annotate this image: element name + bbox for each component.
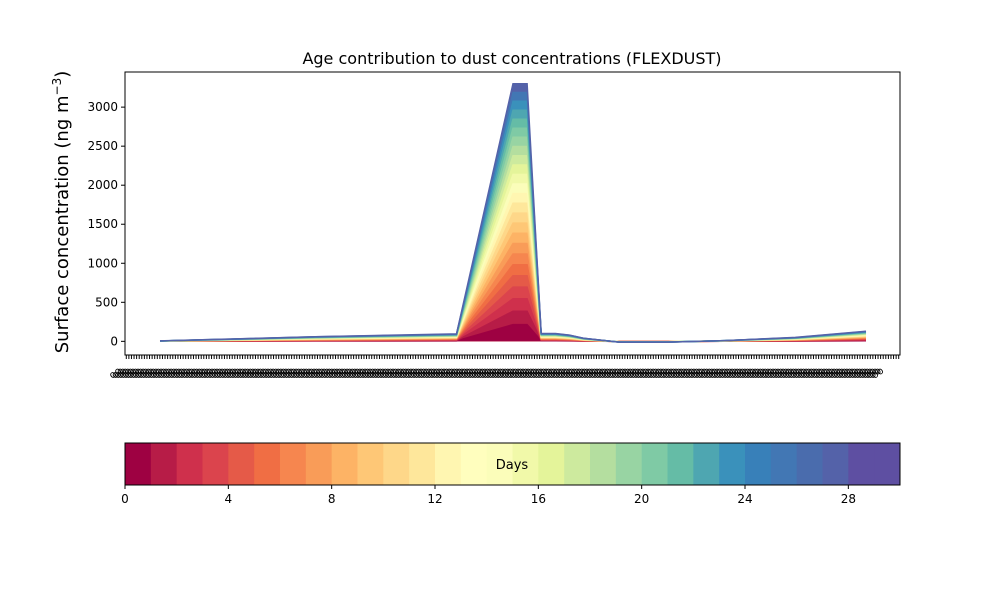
colorbar-cell [254,443,281,485]
colorbar-cell [770,443,798,485]
colorbar-cell [667,443,694,485]
colorbar-cell [150,443,178,485]
area-band-day-0 [160,324,866,342]
colorbar-cell [564,443,591,485]
colorbar-cell [538,443,565,485]
colorbar-cell [615,443,643,485]
colorbar-tick-label: 16 [531,492,546,506]
colorbar-cell [228,443,255,485]
y-axis-ticks: 0 500 1000 1500 2000 2500 3000 [87,100,125,348]
colorbar-tick-label: 24 [737,492,752,506]
y-tick-label: 2000 [87,178,118,192]
colorbar-cell [874,443,901,485]
colorbar-cell [460,443,488,485]
x-axis-tick-labels: oooooooooooooooooooooooooooooooooooooooo… [107,365,886,381]
line-series-group [159,82,867,343]
colorbar-cell [357,443,384,485]
colorbar-cell [745,443,772,485]
colorbar-cell [435,443,462,485]
colorbar-cell [331,443,358,485]
colorbar-tick-label: 4 [225,492,233,506]
colorbar-cell [486,443,513,485]
colorbar-cell [590,443,617,485]
y-tick-label: 1500 [87,217,118,231]
colorbar-label: Days [496,458,529,473]
colorbar-cell [512,443,539,485]
colorbar: Days 0 4 8 12 16 20 24 28 [121,442,901,506]
y-tick-label: 0 [110,334,118,348]
colorbar-cell [822,443,849,485]
colorbar-cell [280,443,307,485]
colorbar-cell [719,443,746,485]
axes-frame [124,71,901,356]
series-line-day-24 [159,82,867,343]
colorbar-cell [305,443,333,485]
y-tick-label: 1000 [87,256,118,270]
colorbar-cell [848,443,875,485]
colorbar-tick-label: 0 [121,492,129,506]
y-tick-label: 500 [95,295,118,309]
colorbar-cells [125,443,901,485]
x-axis-ticks [125,355,900,359]
colorbar-cell [693,443,720,485]
chart-title: Age contribution to dust concentrations … [302,49,721,68]
colorbar-cell [409,443,436,485]
colorbar-tick-label: 28 [841,492,856,506]
colorbar-tick-label: 12 [427,492,442,506]
colorbar-cell [176,443,203,485]
colorbar-cell [383,443,410,485]
colorbar-frame [124,442,901,486]
colorbar-tick-label: 20 [634,492,649,506]
y-tick-label: 2500 [87,139,118,153]
colorbar-cell [641,443,668,485]
plot-area [124,71,901,356]
colorbar-ticks: 0 4 8 12 16 20 24 28 [121,485,856,506]
y-axis-label: Surface concentration (ng m−3) [50,71,73,354]
colorbar-cell [202,443,229,485]
colorbar-cell [796,443,823,485]
colorbar-cell [125,443,152,485]
y-tick-label: 3000 [87,100,118,114]
colorbar-tick-label: 8 [328,492,336,506]
